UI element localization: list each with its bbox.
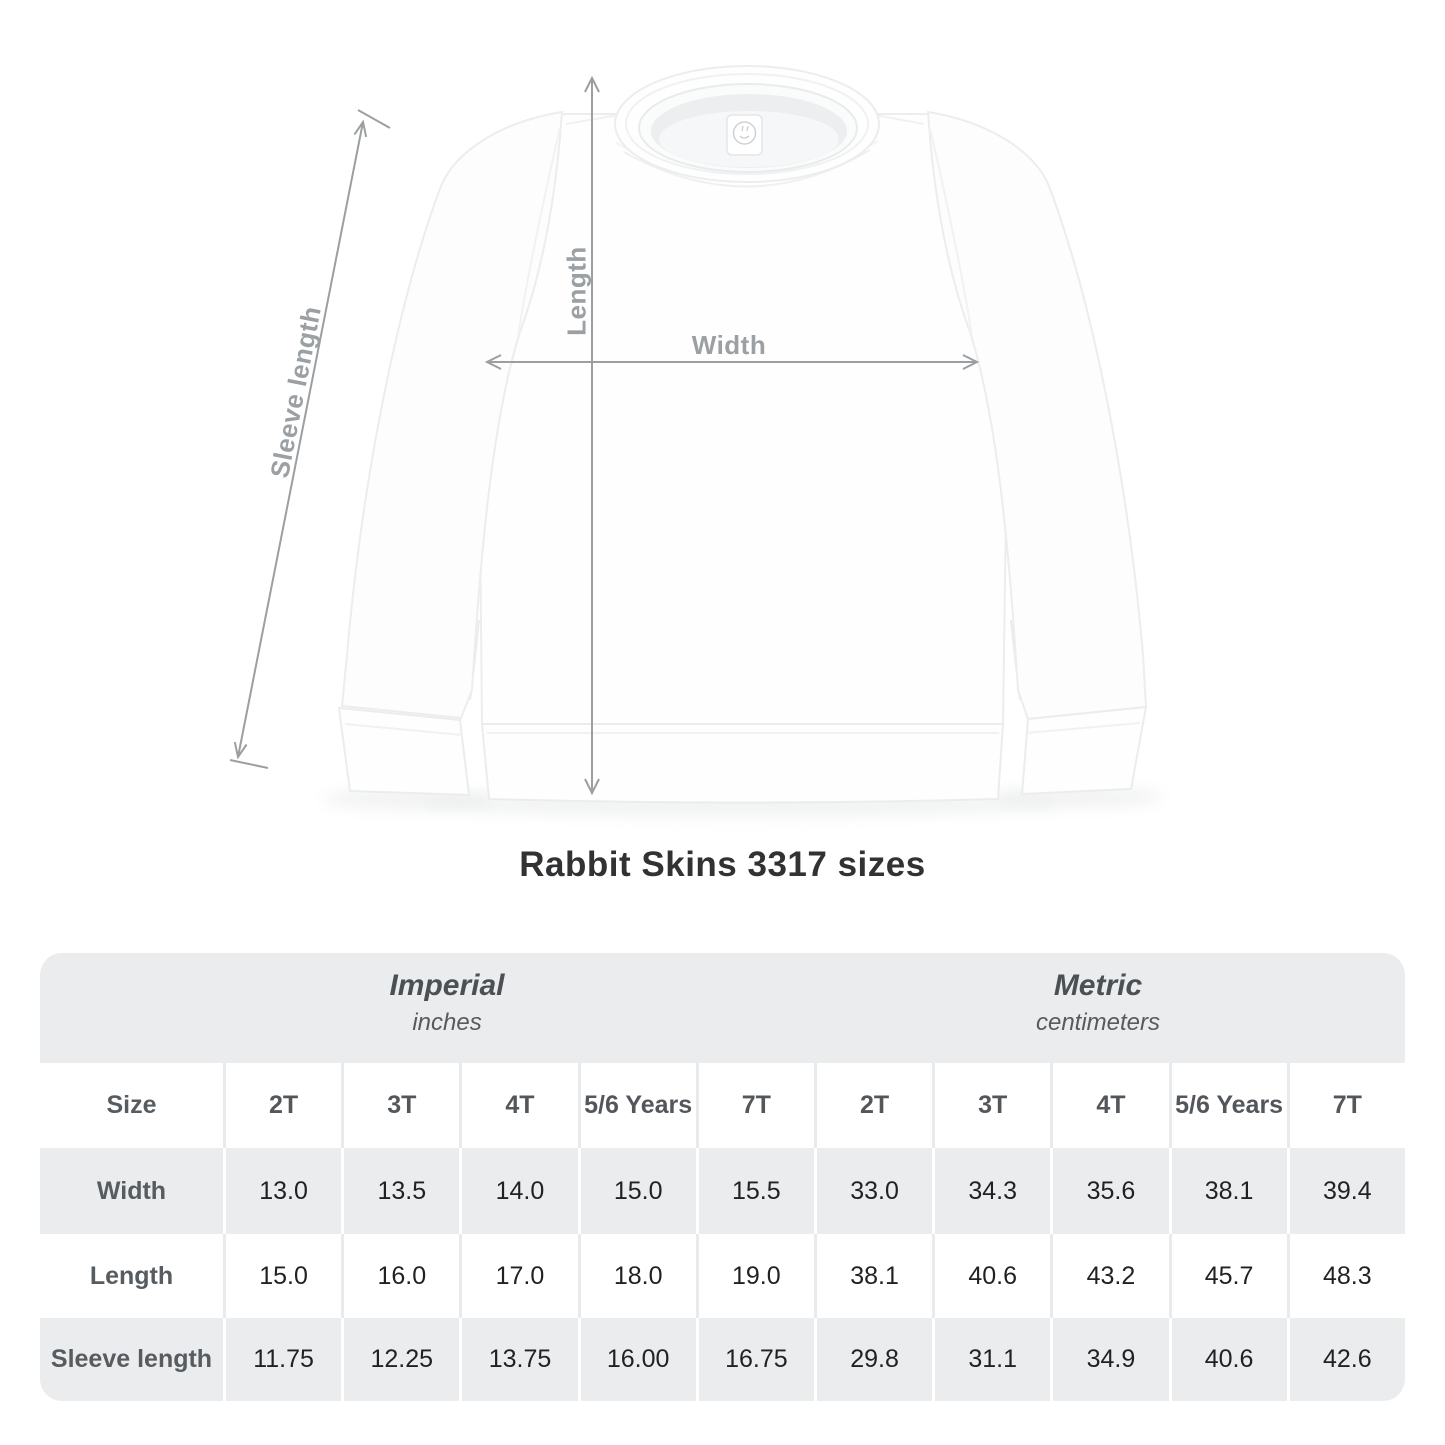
cell: 16.75 bbox=[695, 1318, 814, 1401]
sleeve-arrow-top-tick bbox=[357, 109, 391, 129]
cell: 39.4 bbox=[1286, 1148, 1405, 1234]
table-row-sleeve-length: Sleeve length 11.75 12.25 13.75 16.00 16… bbox=[40, 1318, 1405, 1401]
left-sleeve bbox=[340, 110, 564, 720]
metric-group-header: Metric centimeters bbox=[1036, 969, 1160, 1037]
cell: 31.1 bbox=[932, 1318, 1050, 1401]
cell: 38.1 bbox=[813, 1234, 932, 1318]
col-header: 5/6 Years bbox=[577, 1063, 696, 1148]
cell: 48.3 bbox=[1286, 1234, 1405, 1318]
metric-label: Metric bbox=[1053, 969, 1143, 1002]
col-header: 7T bbox=[695, 1063, 814, 1148]
col-header: 5/6 Years bbox=[1168, 1063, 1287, 1148]
imperial-unit: inches bbox=[412, 1009, 482, 1036]
row-label: Length bbox=[89, 1261, 174, 1290]
width-arrow bbox=[484, 354, 980, 370]
cell: 40.6 bbox=[1168, 1318, 1287, 1401]
cell: 15.5 bbox=[695, 1148, 814, 1234]
waistband bbox=[480, 723, 1005, 804]
row-label: Sleeve length bbox=[50, 1345, 213, 1373]
cell: 15.0 bbox=[223, 1234, 341, 1318]
width-dimension-label: Width bbox=[691, 330, 767, 360]
cell: 17.0 bbox=[459, 1234, 577, 1318]
cell: 18.0 bbox=[577, 1234, 696, 1318]
cell: 38.1 bbox=[1168, 1148, 1287, 1234]
column-header-row: Size 2T 3T 4T 5/6 Years 7T 2T 3T 4T 5/6 … bbox=[40, 1063, 1405, 1148]
col-header: 3T bbox=[341, 1063, 459, 1148]
size-grid: Size 2T 3T 4T 5/6 Years 7T 2T 3T 4T 5/6 … bbox=[40, 1063, 1405, 1401]
right-sleeve-seam bbox=[929, 127, 973, 337]
cell: 15.0 bbox=[577, 1148, 696, 1234]
cell: 34.3 bbox=[932, 1148, 1050, 1234]
cell: 11.75 bbox=[223, 1318, 341, 1401]
sleeve-arrow-bottom-tick bbox=[229, 759, 269, 769]
cell: 40.6 bbox=[932, 1234, 1050, 1318]
row-label: Width bbox=[96, 1176, 167, 1205]
cell: 43.2 bbox=[1050, 1234, 1168, 1318]
col-header: 7T bbox=[1286, 1063, 1405, 1148]
length-arrow bbox=[584, 75, 600, 796]
sweatshirt-diagram bbox=[229, 65, 1163, 817]
page-title: Rabbit Skins 3317 sizes bbox=[519, 845, 926, 884]
col-header: 4T bbox=[459, 1063, 577, 1148]
cell: 33.0 bbox=[813, 1148, 932, 1234]
size-header-cell: Size bbox=[106, 1091, 157, 1119]
cell: 13.5 bbox=[341, 1148, 459, 1234]
cell: 35.6 bbox=[1050, 1148, 1168, 1234]
right-cuff bbox=[1020, 705, 1148, 796]
length-dimension-label: Length bbox=[561, 246, 592, 336]
table-row-width: Width 13.0 13.5 14.0 15.0 15.5 33.0 34.3… bbox=[40, 1148, 1405, 1234]
imperial-label: Imperial bbox=[389, 969, 505, 1002]
neck-tag bbox=[726, 114, 763, 156]
left-sleeve-seam bbox=[517, 127, 561, 337]
col-header: 2T bbox=[813, 1063, 932, 1148]
left-cuff bbox=[337, 706, 471, 797]
col-header: 2T bbox=[223, 1063, 341, 1148]
table-row-length: Length 15.0 16.0 17.0 18.0 19.0 38.1 40.… bbox=[40, 1234, 1405, 1318]
cell: 45.7 bbox=[1168, 1234, 1287, 1318]
cell: 16.00 bbox=[577, 1318, 696, 1401]
imperial-group-header: Imperial inches bbox=[389, 969, 504, 1037]
cell: 14.0 bbox=[459, 1148, 577, 1234]
cell: 12.25 bbox=[341, 1318, 459, 1401]
metric-unit: centimeters bbox=[1035, 1009, 1161, 1036]
cell: 16.0 bbox=[341, 1234, 459, 1318]
cell: 13.0 bbox=[223, 1148, 341, 1234]
cell: 34.9 bbox=[1050, 1318, 1168, 1401]
cell: 13.75 bbox=[459, 1318, 577, 1401]
cell: 19.0 bbox=[695, 1234, 814, 1318]
unit-group-header: Imperial inches Metric centimeters bbox=[40, 953, 1405, 1063]
col-header: 3T bbox=[932, 1063, 1050, 1148]
cell: 42.6 bbox=[1286, 1318, 1405, 1401]
col-header: 4T bbox=[1050, 1063, 1168, 1148]
sweatshirt-body bbox=[475, 113, 1012, 725]
rabbit-logo-icon bbox=[732, 121, 757, 145]
sleeve-length-arrow bbox=[229, 109, 391, 769]
cell: 29.8 bbox=[813, 1318, 932, 1401]
size-table: Imperial inches Metric centimeters Size … bbox=[40, 953, 1405, 1401]
